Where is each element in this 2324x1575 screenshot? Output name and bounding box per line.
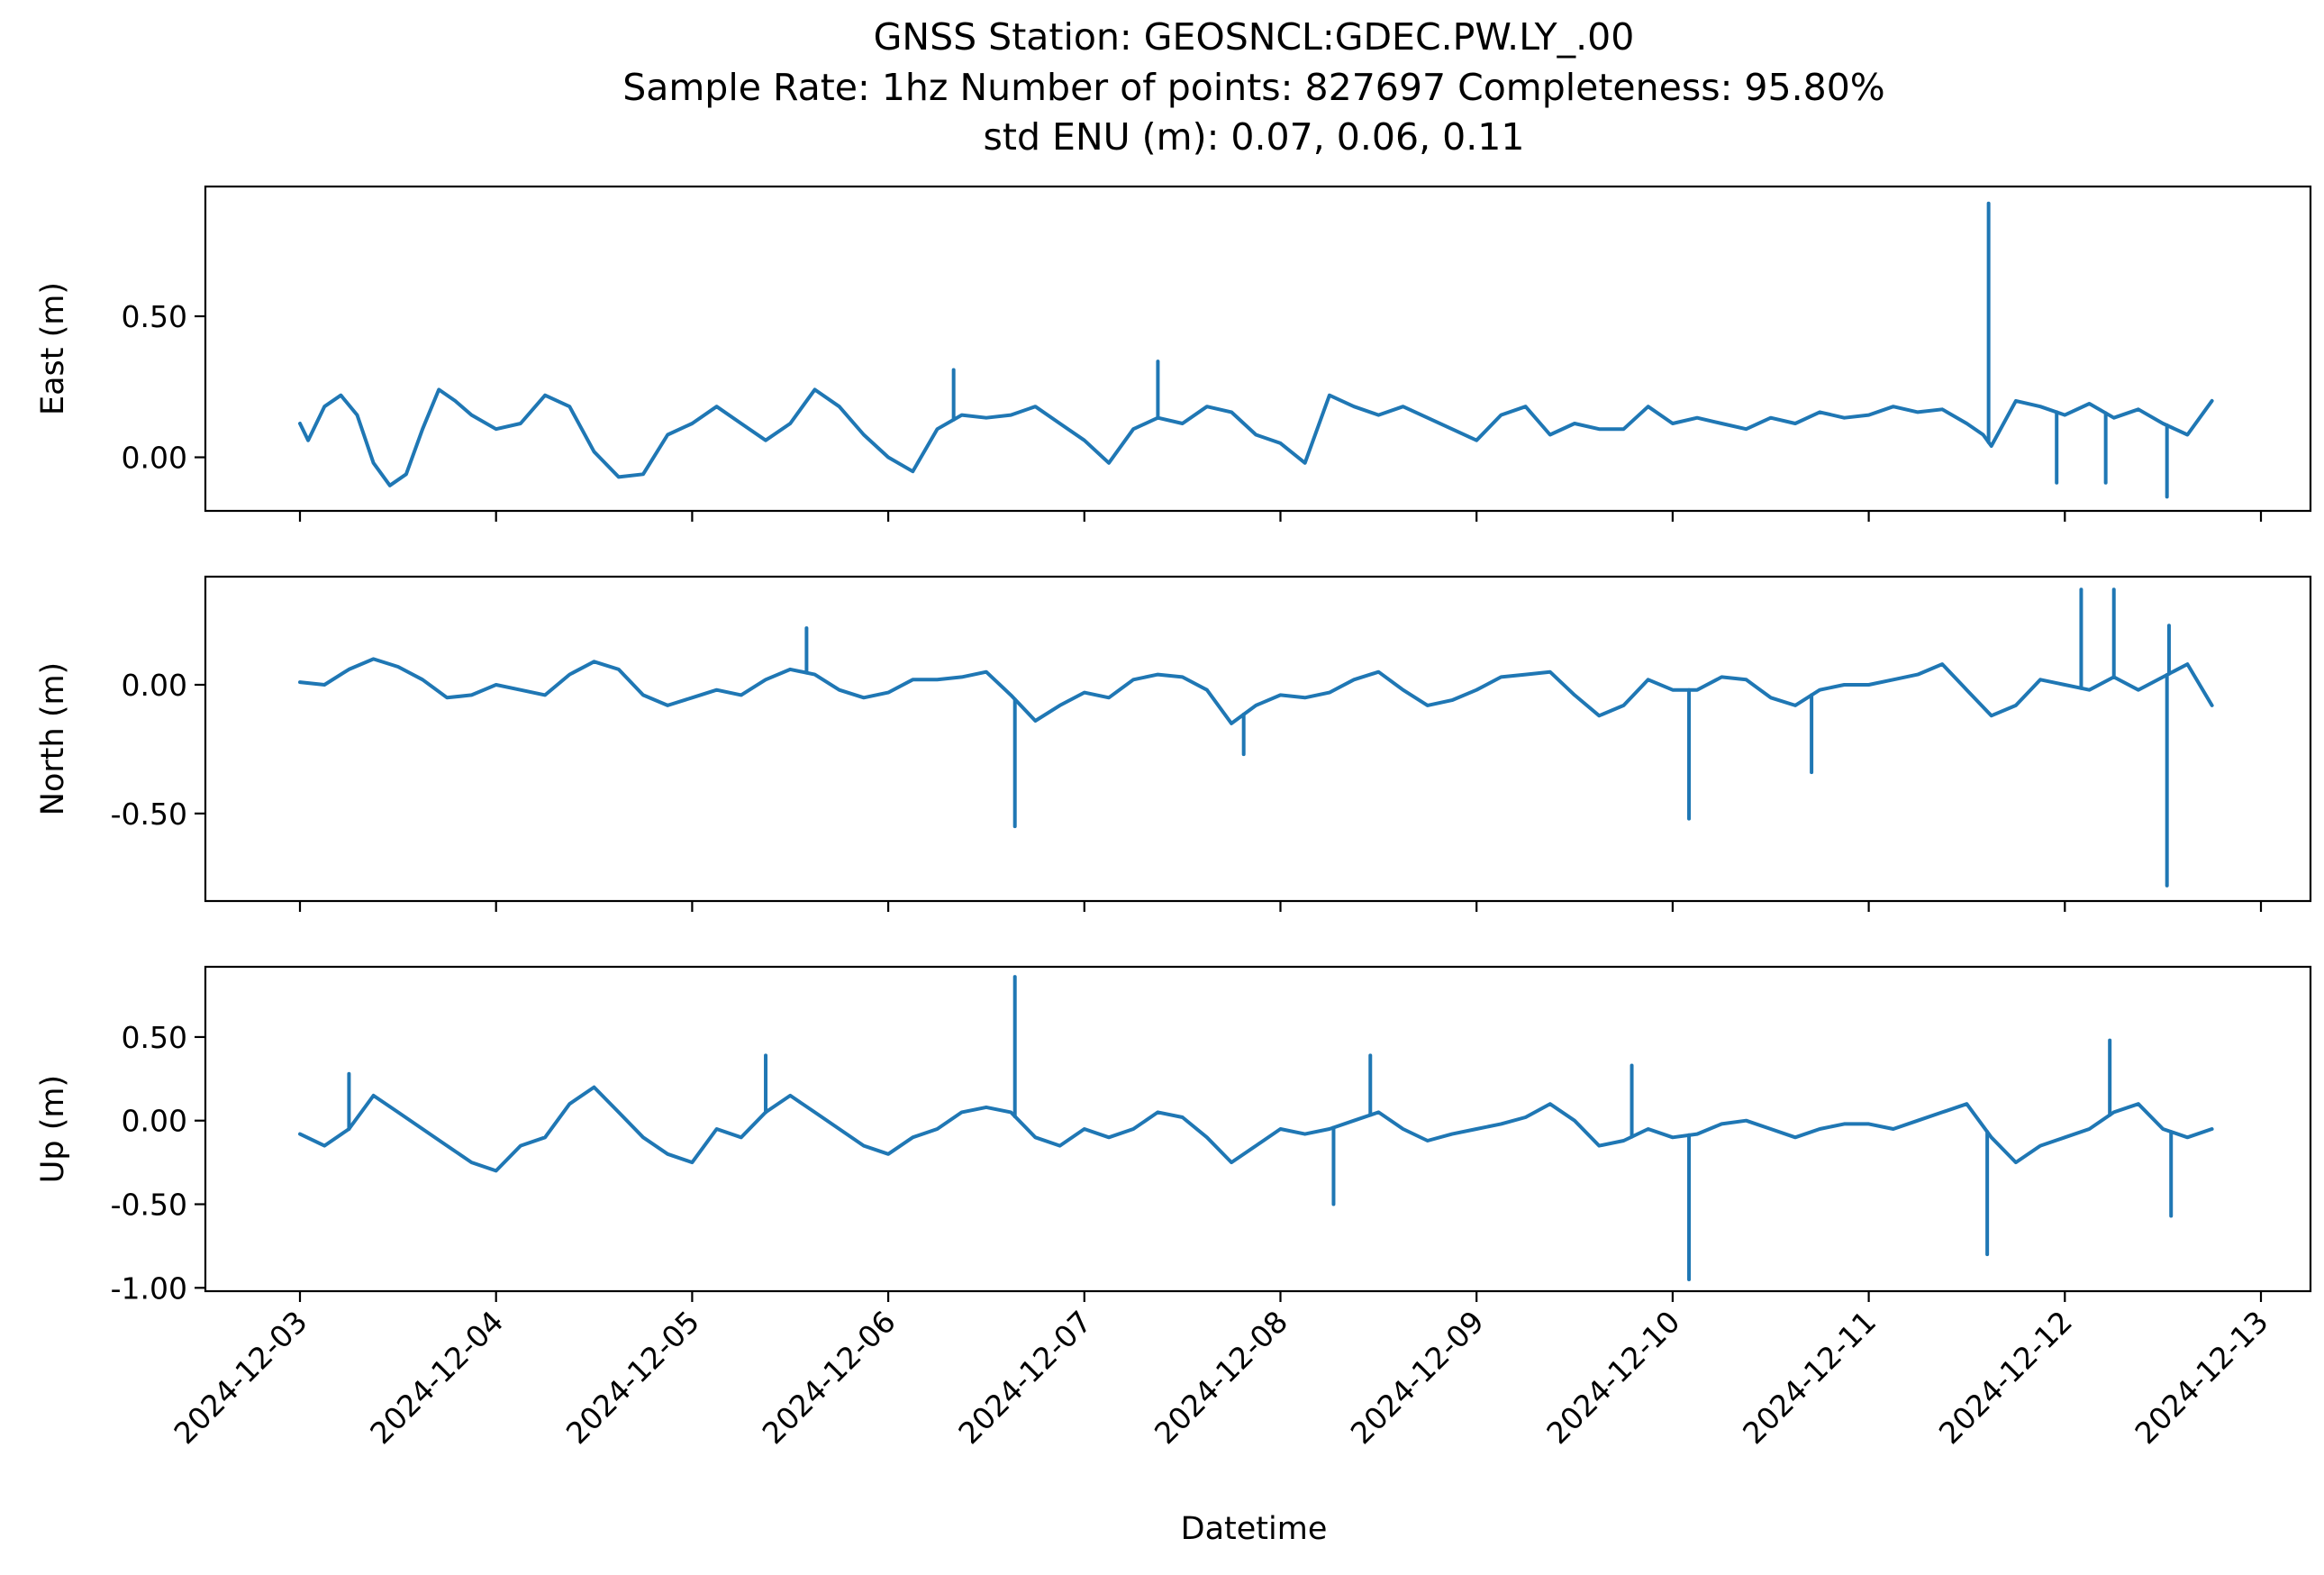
east-axes-frame — [204, 185, 2312, 513]
x-tick-label-6: 2024-12-09 — [1344, 1304, 1491, 1451]
east-y-tick-label-1: 0.00 — [122, 441, 187, 476]
x-tick-label-8: 2024-12-11 — [1736, 1304, 1883, 1451]
x-tick-label-3: 2024-12-06 — [756, 1304, 903, 1451]
panel-north: 0.00 -0.50 North (m) — [35, 575, 2312, 912]
up-y-tick-label-0: 0.50 — [122, 1020, 187, 1055]
north-y-tick-label-0: 0.00 — [122, 668, 187, 703]
x-tick-label-10: 2024-12-13 — [2128, 1304, 2274, 1451]
east-y-tick-label-0: 0.50 — [122, 299, 187, 334]
north-y-tick-label-1: -0.50 — [111, 797, 187, 832]
up-series-line — [298, 1085, 2214, 1173]
panel-east: 0.50 0.00 East (m) — [35, 185, 2312, 522]
east-y-axis-label: East (m) — [35, 282, 71, 415]
north-series-line — [298, 657, 2214, 725]
chart-title-line-3: std ENU (m): 0.07, 0.06, 0.11 — [984, 115, 1525, 159]
up-y-tick-label-1: 0.00 — [122, 1104, 187, 1139]
panel-up: 0.50 0.00 -0.50 -1.00 Up (m) — [35, 965, 2312, 1306]
x-tick-label-0: 2024-12-03 — [167, 1304, 313, 1451]
x-tick-label-5: 2024-12-08 — [1148, 1304, 1294, 1451]
x-axis-label: Datetime — [1181, 1511, 1328, 1547]
x-tick-label-2: 2024-12-05 — [559, 1304, 706, 1451]
x-tick-label-1: 2024-12-04 — [363, 1304, 510, 1451]
east-series-line — [298, 387, 2214, 487]
x-tick-label-4: 2024-12-07 — [951, 1304, 1098, 1451]
up-axes-frame — [204, 965, 2312, 1293]
up-y-tick-label-2: -0.50 — [111, 1188, 187, 1223]
up-y-tick-label-3: -1.00 — [111, 1270, 187, 1306]
north-axes-frame — [204, 575, 2312, 903]
chart-title-line-2: Sample Rate: 1hz Number of points: 82769… — [622, 66, 1885, 109]
x-tick-label-9: 2024-12-12 — [1932, 1304, 2079, 1451]
chart-title-line-1: GNSS Station: GEOSNCL:GDEC.PW.LY_.00 — [874, 15, 1635, 59]
x-tick-label-7: 2024-12-10 — [1539, 1304, 1686, 1451]
up-y-axis-label: Up (m) — [35, 1075, 71, 1183]
north-y-axis-label: North (m) — [35, 662, 71, 815]
